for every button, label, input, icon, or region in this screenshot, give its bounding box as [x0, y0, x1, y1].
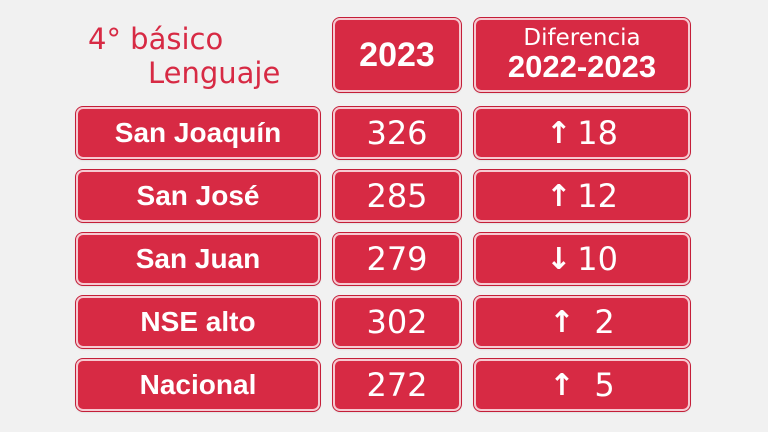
difference-value: 5 [594, 366, 615, 404]
difference-value: 18 [577, 114, 618, 152]
grade-label: 4° básico [88, 22, 224, 56]
row-score: 285 [332, 169, 462, 223]
subject-label: Lenguaje [148, 56, 281, 90]
arrow-up-icon: ↑ [546, 115, 572, 151]
row-difference: ↑ 5 [473, 358, 691, 412]
difference-value: 2 [594, 303, 615, 341]
row-score: 279 [332, 232, 462, 286]
arrow-up-icon: ↑ [546, 178, 572, 214]
row-difference: ↑ 18 [473, 106, 691, 160]
row-score: 302 [332, 295, 462, 349]
arrow-down-icon: ↓ [546, 241, 572, 277]
header-difference-label: Diferencia [523, 25, 641, 51]
row-name: NSE alto [75, 295, 321, 349]
header-difference-period: 2022-2023 [507, 49, 657, 84]
row-name: Nacional [75, 358, 321, 412]
row-score: 272 [332, 358, 462, 412]
arrow-up-icon: ↑ [549, 367, 575, 403]
row-name: San Juan [75, 232, 321, 286]
difference-value: 10 [577, 240, 618, 278]
row-difference: ↓ 10 [473, 232, 691, 286]
page-title: 4° básico Lenguaje [70, 22, 280, 90]
header-difference: Diferencia 2022-2023 [473, 17, 691, 93]
difference-value: 12 [577, 177, 618, 215]
row-name: San Joaquín [75, 106, 321, 160]
arrow-up-icon: ↑ [549, 304, 575, 340]
row-score: 326 [332, 106, 462, 160]
row-difference: ↑ 2 [473, 295, 691, 349]
row-name: San José [75, 169, 321, 223]
row-difference: ↑ 12 [473, 169, 691, 223]
header-year: 2023 [332, 17, 462, 93]
